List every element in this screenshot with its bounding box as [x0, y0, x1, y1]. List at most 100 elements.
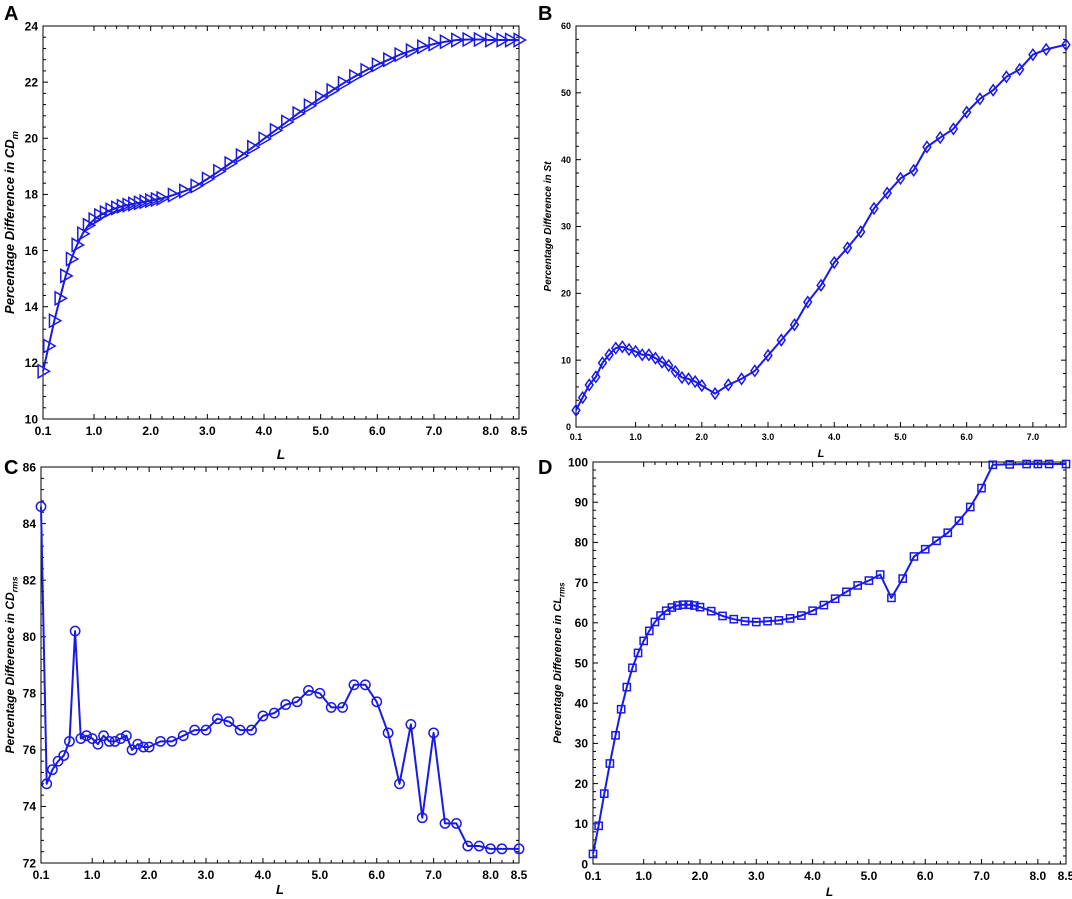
y-tick-label-a: 14 [25, 300, 39, 314]
data-point-a [71, 237, 86, 253]
x-tick-label-a: 2.0 [142, 424, 159, 438]
data-point-d [1005, 460, 1015, 469]
panel-letter-a: A [4, 3, 18, 25]
data-point-c [166, 735, 178, 747]
data-point-a [201, 171, 216, 187]
data-point-b [1028, 48, 1038, 62]
data-point-a [417, 38, 431, 55]
data-point-d [706, 606, 716, 616]
data-point-c [450, 817, 462, 829]
data-point-a [383, 51, 397, 68]
x-tick-label-c: 4.0 [255, 868, 272, 882]
data-point-b [908, 163, 919, 178]
data-point-d [920, 544, 930, 554]
data-point-a [65, 251, 80, 267]
data-point-a [213, 163, 227, 180]
data-point-c [462, 840, 474, 852]
chart-panel-b: B 0.1 1.0 2.0 3.0 4.0 5.0 6.0 7.0 0 10 20 30 40 50 60 L P… [538, 3, 1071, 460]
data-point-b [644, 348, 654, 362]
data-point-b [710, 386, 720, 401]
data-point-a [439, 33, 454, 50]
data-point-b [895, 171, 906, 186]
data-point-d [695, 602, 705, 612]
data-point-a [496, 32, 511, 48]
x-tick-label-b: 7.0 [1027, 432, 1040, 442]
x-tick-label-a: 4.0 [256, 424, 273, 438]
y-tick-label-b: 60 [561, 21, 571, 31]
data-point-a [60, 268, 74, 284]
data-point-b [723, 378, 734, 392]
data-point-d [909, 552, 919, 561]
series-line-a [42, 38, 519, 372]
data-point-b [690, 374, 700, 389]
data-point-b [935, 130, 945, 145]
x-tick-label-c: 3.0 [198, 868, 215, 882]
data-point-c [103, 735, 115, 747]
y-axis-label-a: Percentage Difference in CDm [2, 131, 20, 314]
data-point-d [808, 606, 817, 616]
data-point-b [1041, 42, 1051, 57]
data-point-d [594, 821, 603, 831]
data-point-b [630, 344, 641, 359]
y-tick-label-d: 30 [575, 737, 589, 751]
y-tick-label-a: 10 [25, 412, 39, 426]
data-point-c [46, 764, 58, 776]
panel-letter-d: D [538, 457, 552, 479]
data-point-c [325, 702, 337, 713]
data-point-c [115, 733, 127, 744]
y-tick-label-b: 0 [566, 422, 571, 432]
data-point-c [120, 730, 132, 742]
data-point-c [109, 735, 121, 747]
data-point-d [796, 611, 806, 620]
data-point-d [678, 600, 688, 610]
y-tick-label-a: 22 [25, 75, 39, 89]
data-point-d [1044, 459, 1054, 469]
data-point-c [223, 716, 235, 727]
data-point-d [774, 616, 784, 625]
x-tick-label-c: 6.0 [368, 868, 385, 882]
x-tick-label-c: 8.5 [511, 868, 528, 882]
data-point-d [751, 617, 761, 627]
data-point-d [977, 483, 986, 493]
data-point-c [513, 843, 525, 855]
data-point-d [588, 849, 598, 859]
data-point-c [132, 738, 144, 750]
data-point-b [657, 355, 667, 369]
y-tick-label-b: 20 [561, 289, 571, 299]
x-tick-label-b: 1.0 [629, 432, 642, 442]
data-point-b [750, 364, 760, 378]
y-tick-label-d: 90 [575, 496, 589, 510]
data-point-b [670, 364, 681, 379]
data-point-a [190, 178, 205, 194]
x-tick-label-d: 8.5 [1058, 869, 1072, 883]
data-point-a [326, 82, 341, 99]
data-point-d [605, 759, 615, 768]
data-point-d [965, 502, 975, 512]
data-point-d [898, 574, 908, 583]
y-tick-label-b: 50 [561, 88, 571, 98]
data-point-d [639, 636, 649, 646]
data-point-d [887, 593, 896, 603]
data-point-d [729, 614, 739, 624]
data-point-a [451, 32, 465, 48]
data-point-c [177, 730, 189, 742]
data-point-c [143, 741, 155, 753]
data-point-a [247, 139, 261, 156]
x-tick-label-a: 8.0 [482, 424, 499, 438]
y-tick-label-d: 40 [575, 697, 589, 711]
data-point-c [126, 744, 138, 756]
x-axis-label-c: L [276, 882, 284, 897]
y-tick-label-a: 20 [25, 132, 39, 146]
data-point-c [58, 750, 70, 761]
data-point-d [616, 704, 626, 714]
data-point-d [690, 601, 699, 610]
y-tick-label-d: 10 [575, 817, 589, 831]
data-point-c [416, 812, 428, 824]
data-point-a [428, 36, 443, 52]
data-point-b [961, 105, 972, 119]
data-point-b [591, 370, 601, 384]
data-point-d [611, 731, 620, 740]
data-point-d [667, 603, 677, 612]
data-point-b [736, 372, 747, 386]
chart-panel-c: C 0.1 1.0 2.0 3.0 4.0 5.0 6.0 7.0 8.0 8.5 72 74 76 78 8… [3, 457, 528, 897]
